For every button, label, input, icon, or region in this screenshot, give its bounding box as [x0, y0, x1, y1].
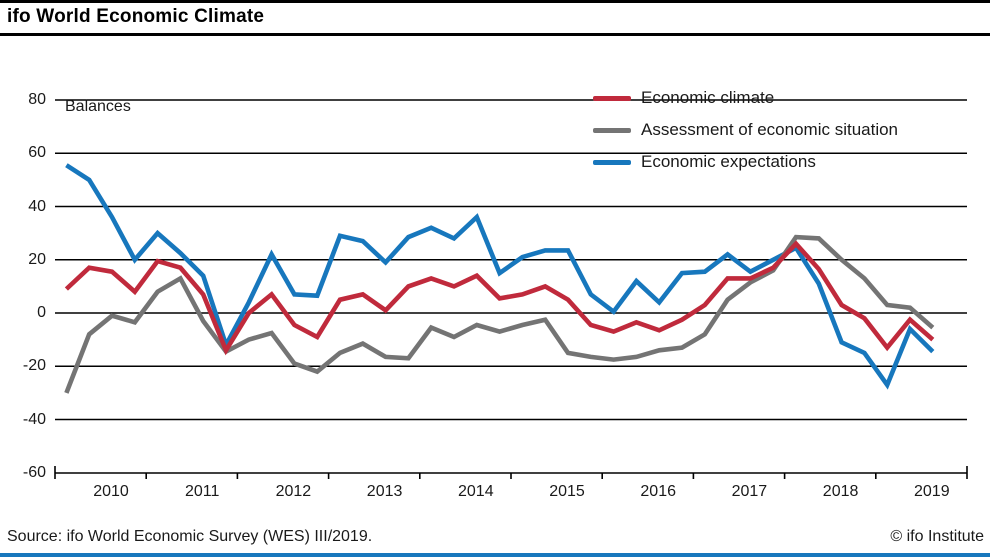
bottom-border	[0, 553, 990, 557]
legend-item-assessment: Assessment of economic situation	[593, 114, 898, 146]
series-line-economic-climate	[64, 240, 935, 356]
title-divider	[0, 33, 990, 36]
chart-area: 80 60 40 20 0 -20 -40 -60 2010 2011 2012 2013 2014 20…	[0, 36, 990, 521]
top-border	[0, 0, 990, 3]
legend-label: Assessment of economic situation	[641, 120, 899, 139]
assessment-line-swatch	[593, 127, 631, 133]
y-axis-label-0: 0	[37, 304, 46, 321]
y-axis-label-80: 80	[28, 91, 46, 108]
x-axis-label-2013: 2013	[366, 483, 403, 500]
x-axis-label-2012: 2012	[275, 483, 312, 500]
legend-item-expectations: Economic expectations	[593, 146, 898, 178]
legend-label: Economic climate	[641, 88, 775, 107]
climate-line-chart	[54, 99, 968, 479]
y-axis-title: Balances	[65, 98, 131, 115]
x-axis-label-2014: 2014	[458, 483, 494, 500]
source-note: Source: ifo World Economic Survey (WES) …	[7, 528, 373, 545]
copyright-note: © ifo Institute	[890, 528, 984, 545]
y-axis-label-20: 20	[28, 250, 46, 268]
legend-item-economic-climate: Economic climate	[593, 82, 898, 114]
y-axis-label--40: -40	[22, 410, 46, 428]
x-axis-label-2010: 2010	[93, 483, 129, 500]
x-axis-label-2015: 2015	[549, 483, 585, 500]
y-axis-label--20: -20	[22, 357, 46, 375]
climate-line-swatch	[593, 95, 631, 101]
chart-legend: Economic climate Assessment of economic …	[593, 82, 898, 178]
x-axis-label-2018: 2018	[822, 483, 859, 500]
expectations-line-swatch	[593, 159, 631, 165]
series-line-economic-expectations	[65, 163, 935, 390]
x-axis-label-2017: 2017	[731, 483, 768, 500]
y-axis-label-60: 60	[28, 144, 46, 162]
page-title: ifo World Economic Climate	[7, 6, 265, 27]
x-axis-label-2019: 2019	[914, 483, 950, 500]
y-axis-label-40: 40	[28, 197, 46, 215]
y-axis-label--60: -60	[22, 463, 46, 481]
legend-label: Economic expectations	[641, 152, 816, 171]
x-axis-label-2011: 2011	[184, 483, 220, 500]
x-axis-label-2016: 2016	[640, 483, 676, 500]
series-line-assessment-of-economic-situation	[64, 234, 935, 394]
